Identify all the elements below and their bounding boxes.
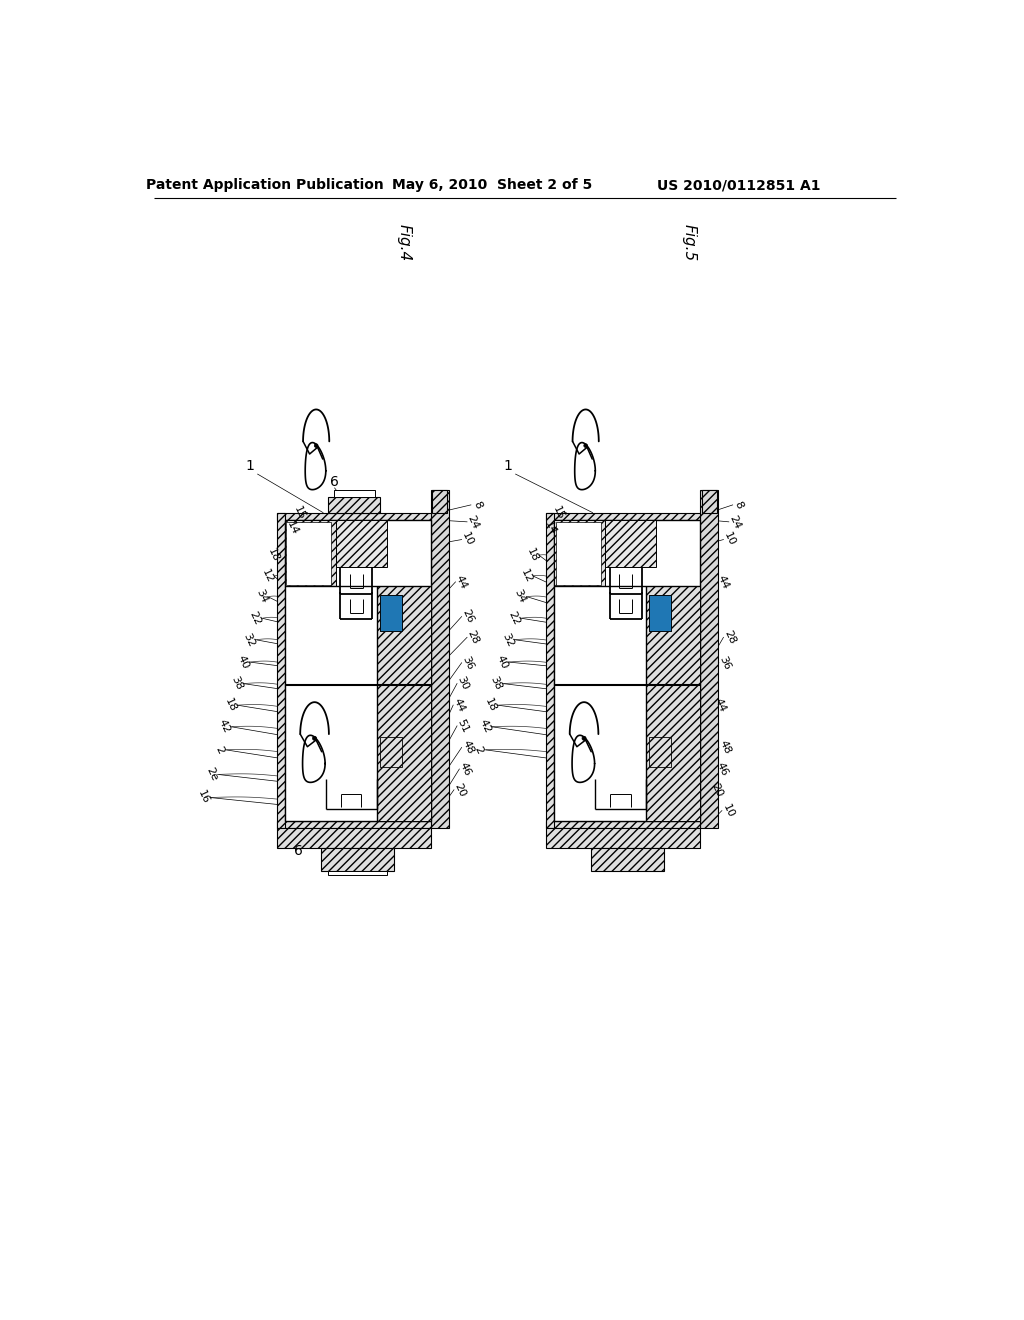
Text: 18: 18 (525, 546, 540, 564)
Text: Fig.4: Fig.4 (396, 224, 412, 261)
Text: 18: 18 (223, 697, 239, 714)
Text: Fig.5: Fig.5 (681, 224, 696, 261)
Text: 2: 2 (472, 744, 484, 755)
Circle shape (314, 444, 318, 447)
Text: 46: 46 (715, 760, 729, 777)
Text: 26: 26 (461, 609, 475, 626)
Text: 40: 40 (236, 653, 251, 671)
Text: 10: 10 (722, 531, 737, 548)
Text: 20: 20 (453, 781, 468, 799)
Bar (285, 520, 336, 586)
Text: 2: 2 (213, 744, 225, 755)
Text: 20: 20 (710, 781, 725, 799)
Bar (380, 595, 401, 631)
Text: 28: 28 (722, 628, 737, 645)
Bar (276, 512, 285, 829)
Bar (334, 490, 375, 498)
Text: 36: 36 (718, 655, 732, 671)
Bar (431, 490, 449, 829)
Text: 10: 10 (721, 803, 735, 818)
Text: 12: 12 (519, 568, 534, 585)
Text: May 6, 2010  Sheet 2 of 5: May 6, 2010 Sheet 2 of 5 (392, 178, 593, 193)
Bar (329, 498, 380, 512)
Text: 32: 32 (501, 631, 515, 648)
Bar (377, 586, 431, 821)
Text: 8: 8 (471, 499, 483, 511)
Text: 40: 40 (495, 653, 509, 671)
Bar (547, 829, 700, 847)
Text: 14: 14 (285, 520, 300, 536)
Text: 30: 30 (456, 675, 471, 692)
Bar (649, 595, 671, 631)
Text: US 2010/0112851 A1: US 2010/0112851 A1 (657, 178, 820, 193)
Bar (701, 490, 717, 512)
Text: 34: 34 (254, 587, 269, 605)
Bar (286, 521, 332, 585)
Text: 51: 51 (456, 718, 471, 734)
Text: 18: 18 (266, 546, 282, 564)
Text: Patent Application Publication: Patent Application Publication (146, 178, 384, 193)
Bar (605, 520, 656, 566)
Circle shape (584, 444, 588, 447)
Bar (547, 821, 700, 829)
Bar (329, 871, 387, 875)
Bar (276, 821, 431, 829)
Bar (547, 512, 700, 520)
Text: 32: 32 (242, 631, 257, 648)
Text: 24: 24 (466, 513, 480, 531)
Bar (554, 520, 700, 821)
Bar (649, 595, 671, 631)
Text: 44: 44 (452, 697, 467, 714)
Text: 42: 42 (217, 718, 232, 735)
Bar (336, 520, 387, 566)
Text: 46: 46 (458, 760, 473, 777)
Bar (276, 512, 431, 520)
Bar (649, 737, 671, 767)
Circle shape (312, 737, 316, 741)
Text: 38: 38 (488, 675, 504, 692)
Text: 24: 24 (727, 513, 742, 531)
Text: 48: 48 (718, 739, 732, 756)
Text: 28: 28 (466, 628, 480, 645)
Text: 10: 10 (461, 531, 475, 548)
Text: 34: 34 (513, 587, 527, 605)
Bar (276, 829, 431, 847)
Text: 22: 22 (507, 610, 521, 627)
Text: 14: 14 (544, 520, 558, 536)
Text: 18: 18 (483, 697, 499, 714)
Bar (591, 847, 664, 871)
Text: 44: 44 (713, 697, 728, 714)
Text: 44: 44 (716, 573, 731, 590)
Text: 16: 16 (197, 789, 211, 807)
Text: 48: 48 (460, 739, 475, 756)
Text: 6: 6 (330, 475, 339, 488)
Text: 8: 8 (733, 499, 744, 511)
Text: 42: 42 (477, 718, 493, 735)
Bar (380, 737, 401, 767)
Text: 36: 36 (461, 655, 475, 671)
Text: 44: 44 (454, 573, 469, 590)
Bar (554, 520, 605, 586)
Text: 22: 22 (248, 610, 263, 627)
Text: 1: 1 (246, 459, 254, 474)
Bar (547, 512, 554, 829)
Bar (556, 521, 601, 585)
Bar (322, 847, 394, 871)
Text: 15: 15 (551, 504, 566, 521)
Bar (380, 595, 401, 631)
Text: 12: 12 (260, 568, 275, 585)
Text: 38: 38 (229, 675, 245, 692)
Bar (646, 586, 700, 821)
Bar (700, 490, 718, 829)
Text: 2e: 2e (204, 766, 219, 783)
Bar (285, 520, 431, 821)
Text: 15: 15 (293, 504, 307, 521)
Bar (432, 490, 447, 512)
Circle shape (582, 737, 586, 741)
Text: 6: 6 (294, 845, 303, 858)
Text: 1: 1 (504, 459, 512, 474)
